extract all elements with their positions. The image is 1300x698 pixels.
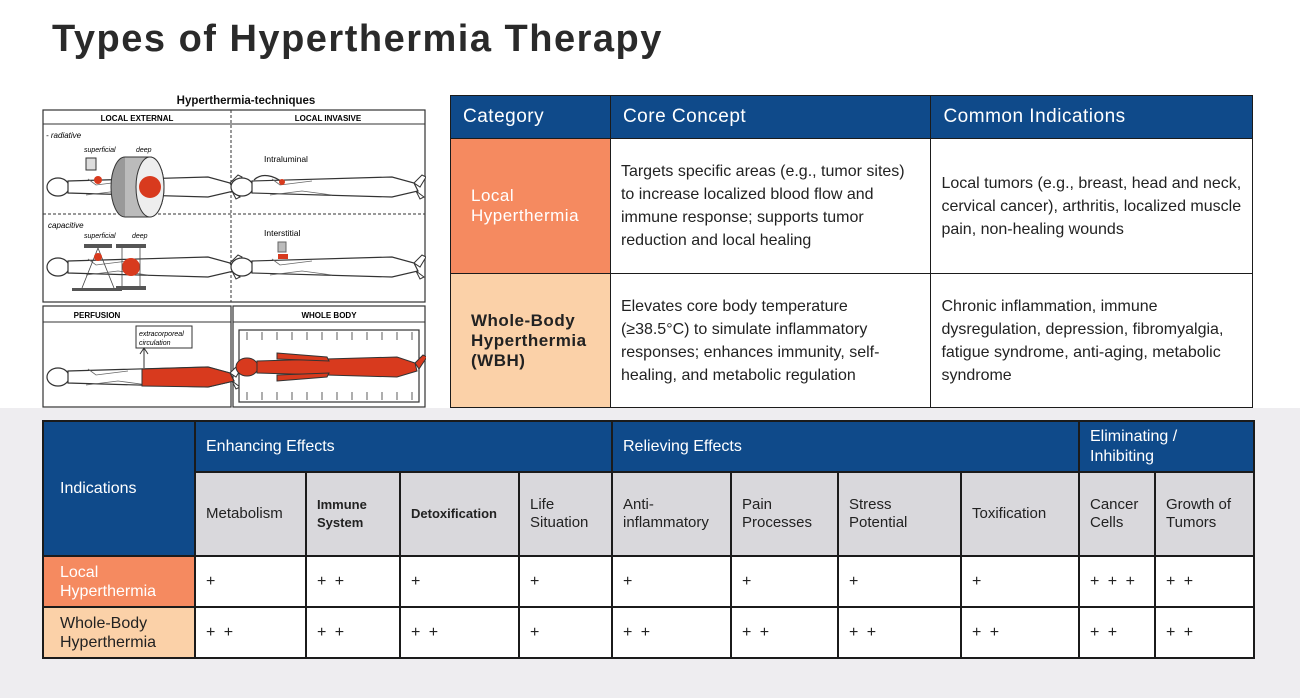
hyperthermia-techniques-diagram: Hyperthermia-techniques LOCAL EXTERNAL L… [42,92,426,408]
concept-local: Targets specific areas (e.g., tumor site… [609,138,932,274]
cell-local-stress-potential: + [837,555,962,608]
col-pain-processes: Pain Processes [730,471,839,557]
table-row: Local Hyperthermia + + + + + + + + + + +… [42,555,1256,608]
category-local: Local Hyperthermia [450,138,611,274]
effects-column-row: Metabolism Immune System Detoxification … [43,471,1256,557]
cell-wbh-cancer-cells: + + [1078,606,1156,659]
group-enhancing: Enhancing Effects [194,420,613,473]
cell-local-cancer-cells: + + + [1078,555,1156,608]
col-toxification: Toxification [960,471,1080,557]
group-eliminating: Eliminating / Inhibiting [1077,420,1256,473]
table-header-row: Category Core Concept Common Indications [450,95,1253,139]
page-title: Types of Hyperthermia Therapy [52,18,663,60]
label-superficial-1: superficial [84,147,116,154]
header-core-concept: Core Concept [609,95,932,139]
cell-wbh-stress-potential: + + [837,606,962,659]
cell-local-life-situation: + [518,555,613,608]
header-common-indications: Common Indications [930,95,1253,139]
row-label-local: Local Hyperthermia [42,555,196,608]
header-category: Category [450,95,611,139]
effects-table: Indications Enhancing Effects Relieving … [42,420,1256,659]
label-radiative: - radiative [46,131,82,140]
col-growth-of-tumors: Growth of Tumors [1153,471,1256,557]
cell-wbh-metabolism: + + [194,606,307,659]
cell-wbh-growth-of-tumors: + + [1153,606,1256,659]
diagram-heading: Hyperthermia-techniques [177,95,316,107]
cell-wbh-pain-processes: + + [730,606,839,659]
cell-local-metabolism: + [194,555,307,608]
col-metabolism: Metabolism [194,471,307,557]
label-deep-1: deep [136,147,152,154]
effects-group-row: Indications Enhancing Effects Relieving … [42,420,1256,557]
label-interstitial: Interstitial [264,228,300,238]
label-deep-2: deep [132,233,148,240]
col-detoxification: Detoxification [399,471,520,557]
row-label-wbh: Whole-Body Hyperthermia [42,606,196,659]
label-extracorporeal: extracorporeal [139,331,184,338]
cell-wbh-immune-system: + + [305,606,401,659]
cell-local-anti-inflammatory: + [611,555,732,608]
cell-wbh-toxification: + + [960,606,1080,659]
col-stress-potential: Stress Potential [837,471,962,557]
col-immune-system: Immune System [305,471,401,557]
col-anti-inflammatory: Anti-inflammatory [611,471,732,557]
cell-local-toxification: + [960,555,1080,608]
table-row: Local Hyperthermia Targets specific area… [450,138,1253,274]
cell-wbh-anti-inflammatory: + + [611,606,732,659]
panel-local-external: LOCAL EXTERNAL [101,114,174,123]
category-wbh: Whole-Body Hyperthermia (WBH) [450,273,611,408]
concept-wbh: Elevates core body temperature (≥38.5°C)… [609,273,932,408]
label-intraluminal: Intraluminal [264,154,308,164]
indications-label: Indications [42,420,196,557]
cell-local-immune-system: + + [305,555,401,608]
label-capacitive: capacitive [48,221,84,230]
cell-wbh-detoxification: + + [399,606,520,659]
cell-wbh-life-situation: + [518,606,613,659]
group-relieving: Relieving Effects [611,420,1080,473]
label-superficial-2: superficial [84,233,116,240]
hyperthermia-types-table: Category Core Concept Common Indications… [450,95,1253,408]
label-circulation: circulation [139,340,171,347]
panel-whole-body: WHOLE BODY [301,311,357,320]
cell-local-pain-processes: + [730,555,839,608]
table-row: Whole-Body Hyperthermia + + + + + + + + … [42,606,1256,659]
indications-wbh: Chronic inflammation, immune dysregulati… [930,273,1253,408]
col-cancer-cells: Cancer Cells [1078,471,1156,557]
col-life-situation: Life Situation [518,471,613,557]
table-row: Whole-Body Hyperthermia (WBH) Elevates c… [450,273,1253,408]
cell-local-detoxification: + [399,555,520,608]
panel-perfusion: PERFUSION [74,311,121,320]
cell-local-growth-of-tumors: + + [1153,555,1256,608]
indications-local: Local tumors (e.g., breast, head and nec… [930,138,1253,274]
panel-local-invasive: LOCAL INVASIVE [295,114,362,123]
